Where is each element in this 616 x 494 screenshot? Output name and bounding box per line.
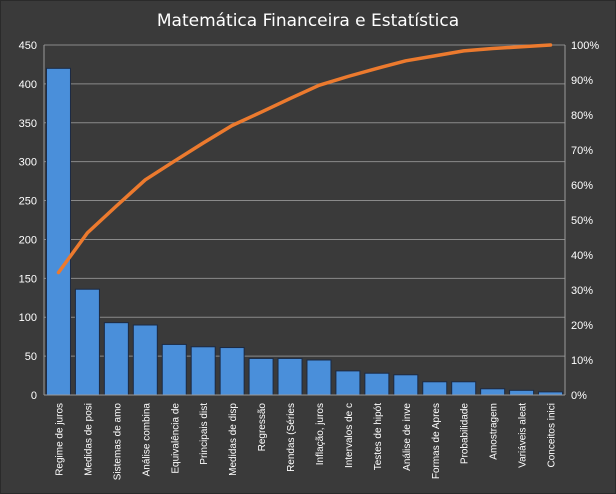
x-tick-label: Amostragem	[489, 403, 500, 460]
x-tick-label: Inflação, juros	[315, 403, 326, 465]
bar	[190, 346, 216, 396]
y-tick-label: 0	[31, 390, 37, 402]
bar	[306, 359, 332, 396]
y-tick-label: 350	[19, 118, 37, 130]
x-tick-label: Equivalência de	[170, 403, 181, 474]
y2-tick-label: 60%	[571, 180, 593, 192]
bar	[480, 388, 506, 396]
y-tick-label: 100	[19, 312, 37, 324]
y2-tick-label: 80%	[571, 110, 593, 122]
y-tick-label: 50	[25, 351, 37, 363]
gridlines	[44, 44, 565, 357]
x-tick-label: Medidas de posi	[83, 403, 94, 476]
y2-tick-label: 70%	[571, 145, 593, 157]
y-tick-label: 300	[19, 157, 37, 169]
y2-tick-label: 0%	[571, 390, 587, 402]
y-tick-label: 250	[19, 196, 37, 208]
y-tick-label: 150	[19, 273, 37, 285]
bar	[248, 357, 274, 396]
y-tick-label: 400	[19, 79, 37, 91]
bar	[277, 357, 303, 396]
bar	[393, 374, 419, 396]
y2-tick-label: 10%	[571, 355, 593, 367]
bar-series	[45, 67, 564, 396]
x-tick-label: Regime de juros	[54, 403, 65, 476]
y-tick-label: 450	[19, 40, 37, 52]
y2-tick-label: 20%	[571, 320, 593, 332]
chart-title: Matemática Financeira e Estatística	[157, 11, 459, 31]
y2-tick-label: 90%	[571, 75, 593, 87]
y2-tick-label: 50%	[571, 215, 593, 227]
x-tick-label: Intervalos de c	[344, 403, 355, 468]
x-tick-label: Regressão	[257, 403, 268, 452]
bar	[422, 381, 448, 396]
x-tick-label: Análise combina	[141, 403, 152, 477]
y2-tick-label: 30%	[571, 285, 593, 297]
x-tick-label: Principais dist	[199, 403, 210, 465]
x-tick-label: Medidas de disp	[228, 403, 239, 476]
y2-tick-label: 100%	[571, 40, 599, 52]
cumulative-line-series	[56, 43, 553, 275]
bar	[509, 389, 535, 396]
x-tick-label: Testes de hipót	[373, 403, 384, 470]
bar	[161, 343, 187, 396]
bar	[132, 324, 158, 396]
bar	[219, 347, 245, 396]
x-tick-label: Análise de inve	[402, 403, 413, 471]
x-tick-label: Sistemas de amo	[112, 403, 123, 481]
x-tick-label: Probabilidade	[460, 403, 471, 465]
x-tick-label: Variáveis aleat	[518, 403, 529, 468]
bar	[103, 322, 129, 396]
x-tick-label: Conceitos inici	[547, 403, 558, 467]
y-tick-label: 200	[19, 234, 37, 246]
bar	[335, 370, 361, 396]
bar	[451, 381, 477, 396]
x-tick-label: Formas de Apres	[431, 403, 442, 479]
bar	[364, 372, 390, 396]
axes: 0 50 100 150 200 250 300 350 400 450 0% 10% 20% 30% 40…	[19, 40, 600, 480]
cumulative-line	[56, 43, 553, 275]
x-tick-label: Rendas (Séries	[286, 403, 297, 472]
y2-tick-label: 40%	[571, 250, 593, 262]
bar	[74, 288, 100, 396]
bar	[45, 67, 71, 396]
